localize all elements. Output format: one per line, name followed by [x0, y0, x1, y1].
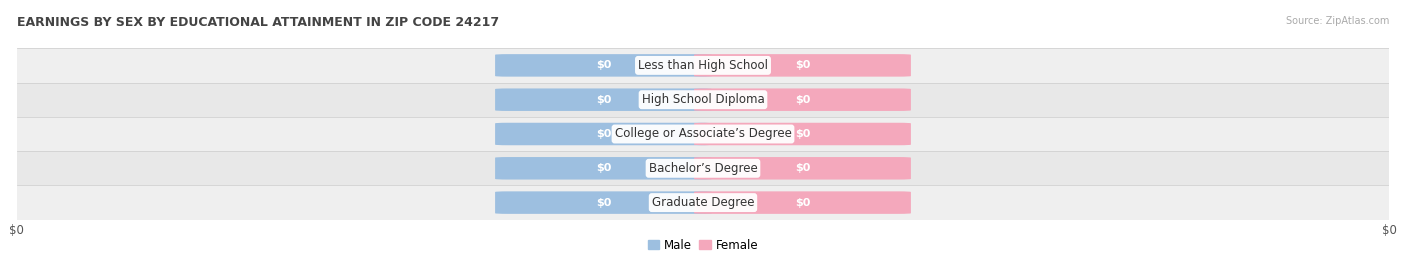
FancyBboxPatch shape	[695, 157, 911, 180]
FancyBboxPatch shape	[695, 88, 911, 111]
FancyBboxPatch shape	[17, 151, 1389, 185]
Text: Bachelor’s Degree: Bachelor’s Degree	[648, 162, 758, 175]
FancyBboxPatch shape	[495, 54, 711, 77]
FancyBboxPatch shape	[495, 88, 711, 111]
FancyBboxPatch shape	[17, 117, 1389, 151]
Text: $0: $0	[596, 163, 612, 173]
Text: EARNINGS BY SEX BY EDUCATIONAL ATTAINMENT IN ZIP CODE 24217: EARNINGS BY SEX BY EDUCATIONAL ATTAINMEN…	[17, 16, 499, 29]
FancyBboxPatch shape	[695, 123, 911, 145]
FancyBboxPatch shape	[495, 157, 711, 180]
FancyBboxPatch shape	[17, 185, 1389, 220]
Text: $0: $0	[596, 198, 612, 208]
Text: Less than High School: Less than High School	[638, 59, 768, 72]
Text: Graduate Degree: Graduate Degree	[652, 196, 754, 209]
FancyBboxPatch shape	[17, 48, 1389, 83]
FancyBboxPatch shape	[495, 191, 711, 214]
Text: College or Associate’s Degree: College or Associate’s Degree	[614, 128, 792, 140]
Text: $0: $0	[794, 60, 810, 70]
Text: $0: $0	[596, 60, 612, 70]
Legend: Male, Female: Male, Female	[648, 239, 758, 252]
Text: $0: $0	[794, 198, 810, 208]
FancyBboxPatch shape	[695, 54, 911, 77]
FancyBboxPatch shape	[495, 123, 711, 145]
Text: High School Diploma: High School Diploma	[641, 93, 765, 106]
Text: $0: $0	[794, 95, 810, 105]
Text: $0: $0	[794, 129, 810, 139]
Text: $0: $0	[794, 163, 810, 173]
FancyBboxPatch shape	[17, 83, 1389, 117]
Text: Source: ZipAtlas.com: Source: ZipAtlas.com	[1285, 16, 1389, 26]
Text: $0: $0	[596, 129, 612, 139]
FancyBboxPatch shape	[695, 191, 911, 214]
Text: $0: $0	[596, 95, 612, 105]
